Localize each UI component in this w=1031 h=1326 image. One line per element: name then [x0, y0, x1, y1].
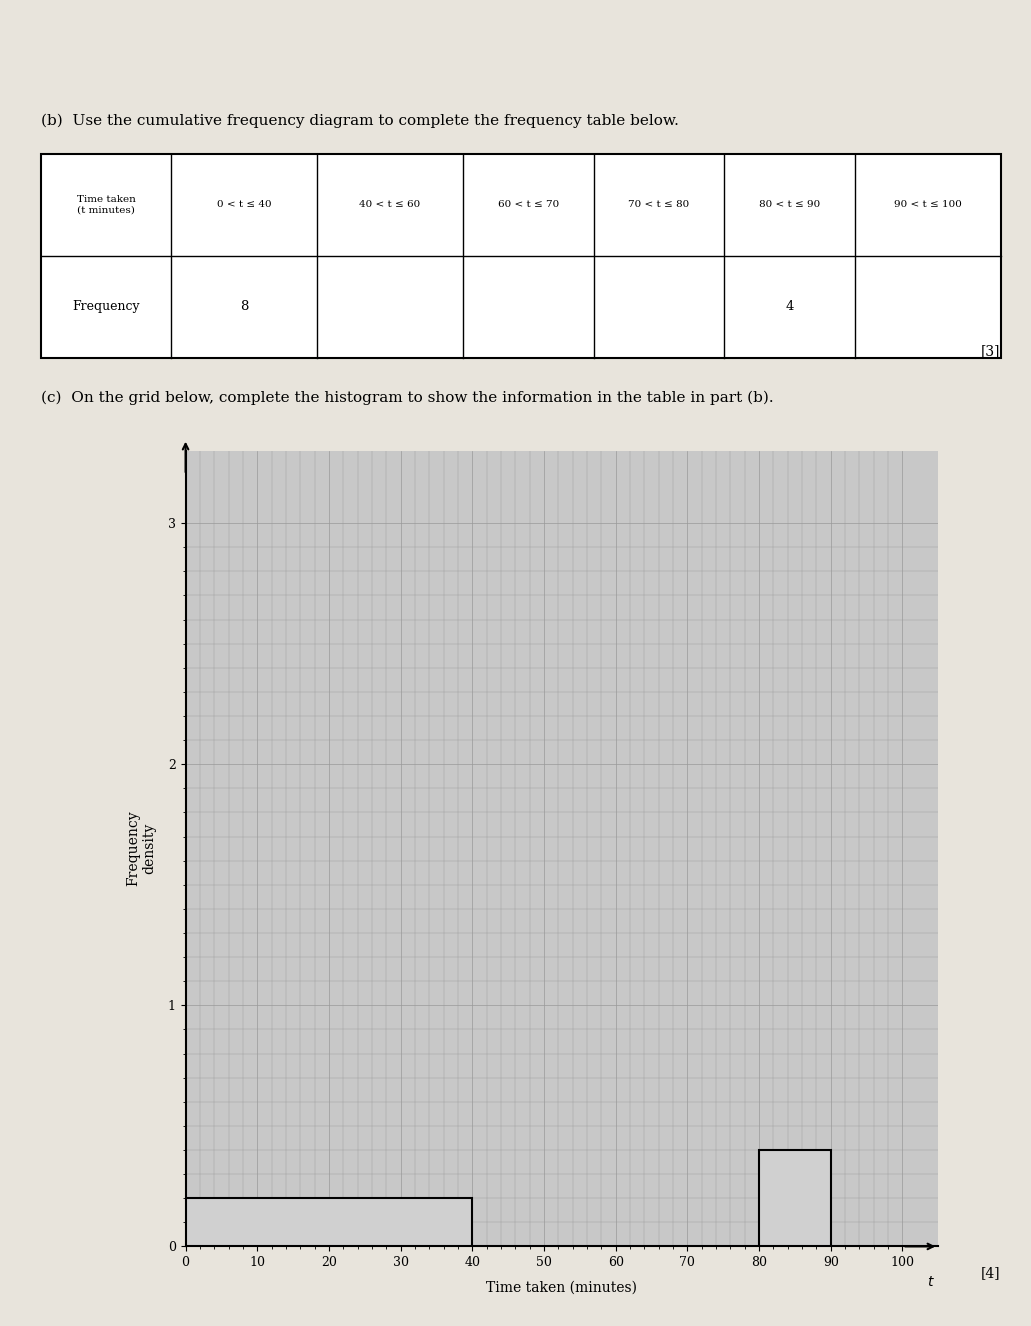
Text: (c)  On the grid below, complete the histogram to show the information in the ta: (c) On the grid below, complete the hist… — [41, 391, 773, 404]
Text: [4]: [4] — [980, 1266, 1000, 1280]
Text: 60 < t ≤ 70: 60 < t ≤ 70 — [498, 200, 559, 210]
Text: 80 < t ≤ 90: 80 < t ≤ 90 — [759, 200, 820, 210]
Text: $t$: $t$ — [927, 1276, 935, 1289]
Bar — [759, 1150, 831, 1246]
Bar — [186, 1199, 472, 1246]
Text: Time taken
(t minutes): Time taken (t minutes) — [76, 195, 135, 215]
Text: 40 < t ≤ 60: 40 < t ≤ 60 — [360, 200, 421, 210]
Text: 8: 8 — [240, 301, 248, 313]
Text: [3]: [3] — [982, 343, 1000, 358]
Text: 4: 4 — [786, 301, 794, 313]
Text: (b)  Use the cumulative frequency diagram to complete the frequency table below.: (b) Use the cumulative frequency diagram… — [41, 114, 678, 129]
Text: 70 < t ≤ 80: 70 < t ≤ 80 — [628, 200, 690, 210]
Text: 0 < t ≤ 40: 0 < t ≤ 40 — [217, 200, 271, 210]
Text: 90 < t ≤ 100: 90 < t ≤ 100 — [894, 200, 962, 210]
Text: Frequency: Frequency — [72, 301, 140, 313]
Y-axis label: Frequency
density: Frequency density — [127, 810, 157, 887]
X-axis label: Time taken (minutes): Time taken (minutes) — [487, 1281, 637, 1294]
